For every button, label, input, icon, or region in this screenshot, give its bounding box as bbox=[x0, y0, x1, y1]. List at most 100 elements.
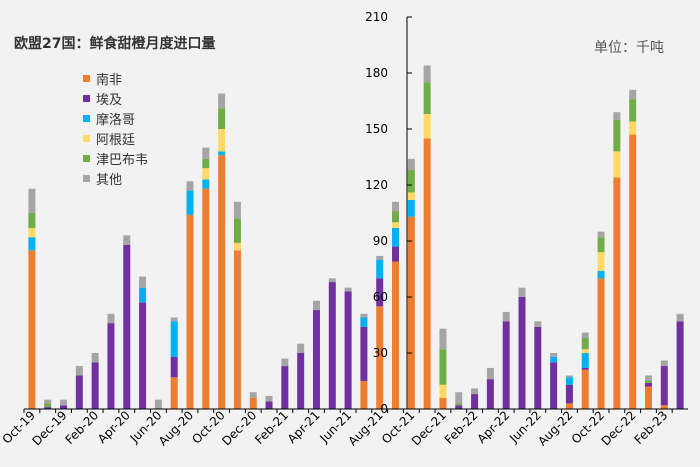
bar-segment bbox=[360, 313, 368, 318]
bar-segment bbox=[407, 216, 415, 409]
bar-segment bbox=[439, 349, 447, 385]
bar-segment bbox=[44, 403, 52, 408]
bar-segment bbox=[60, 399, 68, 406]
bar-segment bbox=[218, 151, 226, 156]
bar-segment bbox=[613, 177, 621, 409]
bar-segment bbox=[550, 356, 558, 363]
bar-segment bbox=[676, 321, 684, 409]
legend-swatch bbox=[83, 75, 90, 82]
bar-segment bbox=[360, 317, 368, 327]
bar-segment bbox=[139, 276, 147, 288]
bar-segment bbox=[392, 246, 400, 262]
bar-segment bbox=[392, 227, 400, 247]
bar-segment bbox=[471, 388, 479, 395]
legend-label: 摩洛哥 bbox=[96, 112, 135, 128]
bar-segment bbox=[439, 328, 447, 350]
bar-segment bbox=[613, 112, 621, 120]
bar-segment bbox=[28, 213, 36, 228]
bar-segment bbox=[233, 250, 241, 409]
y-tick-label: 60 bbox=[373, 290, 388, 304]
bar-segment bbox=[629, 121, 637, 135]
bar-segment bbox=[376, 278, 384, 307]
bar-segment bbox=[581, 353, 589, 368]
bar-segment bbox=[518, 297, 526, 409]
bar-segment bbox=[233, 201, 241, 219]
legend-label: 津巴布韦 bbox=[96, 153, 148, 168]
bar-segment bbox=[502, 311, 510, 322]
y-tick-label: 90 bbox=[373, 234, 388, 248]
bar-segment bbox=[423, 65, 431, 83]
bar-segment bbox=[660, 366, 668, 406]
legend-swatch bbox=[83, 115, 90, 122]
bar-segment bbox=[581, 332, 589, 339]
bar-segment bbox=[44, 407, 52, 409]
bar-segment bbox=[75, 366, 83, 376]
bar-segment bbox=[565, 384, 573, 404]
legend-swatch bbox=[83, 135, 90, 142]
bar-segment bbox=[550, 362, 558, 409]
bar-segment bbox=[486, 367, 494, 380]
bar-segment bbox=[597, 252, 605, 271]
bar-segment bbox=[202, 188, 210, 409]
bar-segment bbox=[644, 381, 652, 383]
bar-segment bbox=[186, 214, 194, 409]
bar-segment bbox=[297, 353, 305, 409]
bar-segment bbox=[407, 192, 415, 200]
bar-segment bbox=[265, 395, 273, 402]
chart-title: 欧盟27国：鲜食甜橙月度进口量 bbox=[14, 35, 215, 52]
bar-segment bbox=[565, 375, 573, 378]
bar-segment bbox=[565, 403, 573, 409]
bar-segment bbox=[597, 278, 605, 409]
bar-segment bbox=[486, 379, 494, 409]
bar-segment bbox=[186, 190, 194, 215]
bar-segment bbox=[644, 386, 652, 409]
legend-label: 其他 bbox=[96, 173, 122, 188]
unit-label: 单位：千吨 bbox=[594, 40, 664, 56]
legend-label: 南非 bbox=[96, 72, 122, 88]
bar-segment bbox=[597, 270, 605, 279]
bar-segment bbox=[344, 291, 352, 409]
bar-segment bbox=[170, 356, 178, 378]
bar-segment bbox=[218, 93, 226, 109]
bar-segment bbox=[597, 231, 605, 238]
bar-segment bbox=[455, 405, 463, 409]
bar-segment bbox=[91, 353, 99, 363]
y-tick-label: 210 bbox=[365, 10, 388, 24]
bar-segment bbox=[218, 155, 226, 409]
legend-swatch bbox=[83, 175, 90, 182]
bar-segment bbox=[644, 375, 652, 381]
bar-segment bbox=[613, 151, 621, 178]
bar-segment bbox=[407, 158, 415, 171]
y-tick-label: 0 bbox=[380, 402, 388, 416]
bar-segment bbox=[170, 321, 178, 357]
bar-segment bbox=[581, 369, 589, 409]
bar-segment bbox=[218, 108, 226, 129]
y-tick-label: 120 bbox=[365, 178, 388, 192]
bar-segment bbox=[202, 179, 210, 189]
legend-swatch bbox=[83, 95, 90, 102]
bar-segment bbox=[312, 300, 320, 311]
y-tick-label: 150 bbox=[365, 122, 388, 136]
bar-segment bbox=[170, 317, 178, 322]
bar-segment bbox=[392, 222, 400, 228]
bar-segment bbox=[107, 313, 115, 324]
bar-segment bbox=[28, 237, 36, 251]
bar-segment bbox=[202, 147, 210, 159]
bar-segment bbox=[265, 401, 273, 409]
bar-segment bbox=[281, 358, 289, 367]
bar-segment bbox=[249, 392, 257, 398]
bar-segment bbox=[534, 326, 542, 409]
bar-segment bbox=[123, 235, 131, 245]
bar-segment bbox=[281, 366, 289, 409]
bar-segment bbox=[629, 99, 637, 122]
bar-segment bbox=[91, 362, 99, 409]
y-axis-ticks: 0 30 60 90 120 150 180 210 bbox=[365, 10, 412, 416]
bar-segment bbox=[297, 343, 305, 353]
bar-segment bbox=[407, 199, 415, 217]
bar-segment bbox=[613, 119, 621, 152]
bar-segment bbox=[28, 188, 36, 213]
bar-segment bbox=[186, 181, 194, 191]
bar-segment bbox=[233, 218, 241, 243]
bar-segment bbox=[376, 306, 384, 409]
